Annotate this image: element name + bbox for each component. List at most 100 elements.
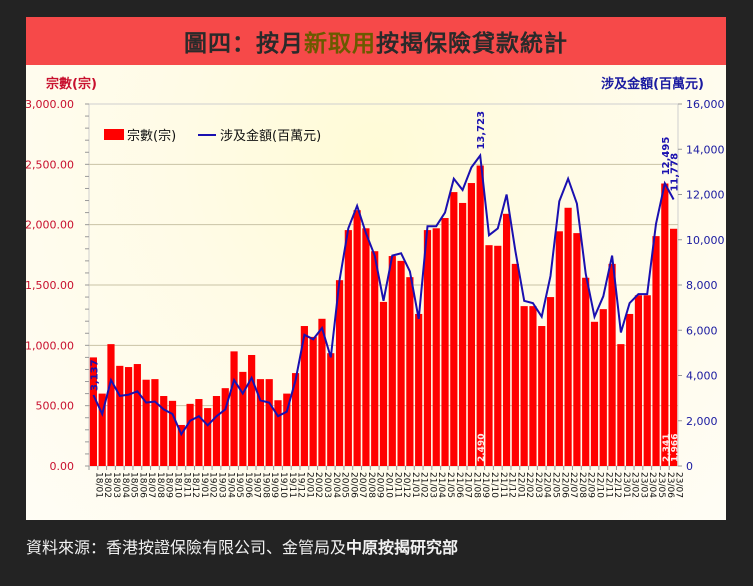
x-tick-label: 20/07 bbox=[357, 472, 367, 498]
right-tick-label: 10,000 bbox=[686, 234, 725, 247]
bar bbox=[626, 313, 634, 466]
x-tick-label: 22/09 bbox=[586, 472, 596, 498]
bar bbox=[168, 400, 177, 466]
bar bbox=[670, 228, 678, 466]
bar bbox=[538, 326, 546, 466]
x-tick-label: 20/06 bbox=[348, 472, 358, 498]
bar bbox=[371, 251, 379, 466]
left-axis-title: 宗數(宗) bbox=[46, 76, 97, 92]
bar bbox=[564, 207, 572, 467]
bar bbox=[133, 364, 141, 466]
bar bbox=[608, 263, 616, 466]
bar bbox=[116, 365, 124, 466]
bar bbox=[511, 263, 519, 466]
x-tick-label: 22/08 bbox=[577, 472, 587, 498]
bar bbox=[590, 321, 599, 466]
bar bbox=[212, 396, 221, 466]
bar bbox=[459, 202, 467, 467]
bar bbox=[415, 313, 423, 466]
bar bbox=[291, 373, 300, 466]
right-tick-label: 16,000 bbox=[686, 98, 725, 111]
bar bbox=[432, 228, 440, 466]
bar bbox=[309, 336, 317, 466]
x-tick-label: 22/04 bbox=[542, 472, 552, 498]
bar bbox=[160, 396, 168, 466]
x-tick-label: 21/04 bbox=[436, 472, 446, 498]
source-bold: 中原按揭研究部 bbox=[346, 538, 459, 557]
x-tick-label: 22/01 bbox=[515, 472, 525, 498]
title-highlight: 新取用 bbox=[304, 31, 376, 57]
right-tick-label: 12,000 bbox=[686, 189, 725, 202]
annotation-jul23-bar: 1,966 bbox=[671, 434, 681, 462]
bar bbox=[406, 277, 414, 466]
x-tick-label: 23/02 bbox=[630, 472, 640, 498]
x-tick-label: 22/05 bbox=[551, 472, 561, 498]
x-tick-label: 18/07 bbox=[146, 472, 156, 498]
x-tick-label: 20/10 bbox=[384, 472, 394, 498]
x-tick-label: 18/06 bbox=[137, 472, 147, 498]
x-tick-label: 20/02 bbox=[313, 472, 323, 498]
bar bbox=[274, 400, 282, 466]
annotation-peak-bar: 2,490 bbox=[477, 434, 487, 462]
x-tick-label: 22/03 bbox=[533, 472, 543, 498]
x-tick-label: 21/12 bbox=[507, 472, 517, 498]
left-tick-label: 1,500.00 bbox=[26, 279, 74, 292]
bar bbox=[643, 295, 651, 466]
bar bbox=[107, 344, 115, 466]
bar bbox=[450, 192, 458, 466]
x-tick-label: 23/05 bbox=[656, 472, 666, 498]
chart-title: 圖四：按月 新取用 按揭保險貸款統計 bbox=[26, 17, 726, 65]
bar bbox=[652, 236, 660, 466]
left-tick-label: 2,000.00 bbox=[26, 219, 74, 232]
left-tick-label: 3,000.00 bbox=[26, 98, 74, 111]
bar bbox=[529, 306, 537, 466]
x-tick-label: 20/03 bbox=[322, 472, 332, 498]
x-tick-label: 19/06 bbox=[243, 472, 253, 498]
bar bbox=[98, 393, 106, 466]
bar bbox=[142, 379, 150, 466]
x-tick-label: 22/12 bbox=[612, 472, 622, 498]
x-tick-label: 21/10 bbox=[489, 472, 499, 498]
left-tick-label: 2,500.00 bbox=[26, 158, 74, 171]
x-tick-label: 19/05 bbox=[234, 472, 244, 498]
x-tick-label: 18/08 bbox=[155, 472, 165, 498]
x-tick-label: 18/09 bbox=[164, 472, 174, 498]
bar bbox=[546, 297, 555, 466]
bar bbox=[397, 260, 405, 466]
bar bbox=[634, 295, 643, 466]
source-text: 資料來源：香港按證保險有限公司、金管局及 bbox=[26, 538, 347, 557]
bar bbox=[441, 218, 449, 466]
x-tick-label: 20/04 bbox=[331, 472, 341, 498]
bar bbox=[248, 354, 256, 466]
x-tick-label: 19/12 bbox=[296, 472, 306, 498]
x-tick-label: 18/01 bbox=[93, 472, 103, 498]
annotation-jul23-line: 11,778 bbox=[670, 153, 681, 192]
x-tick-label: 23/07 bbox=[674, 472, 684, 498]
x-tick-label: 20/08 bbox=[366, 472, 376, 498]
right-tick-label: 2,000 bbox=[686, 415, 718, 428]
x-tick-label: 21/08 bbox=[471, 472, 481, 498]
bar bbox=[353, 210, 361, 466]
x-tick-label: 21/03 bbox=[427, 472, 437, 498]
legend-bar-label: 宗數(宗) bbox=[127, 128, 176, 144]
x-tick-label: 18/03 bbox=[111, 472, 121, 498]
bar bbox=[283, 393, 291, 466]
x-tick-label: 19/08 bbox=[260, 472, 270, 498]
bar bbox=[335, 280, 344, 466]
left-tick-label: 1,000.00 bbox=[26, 339, 74, 352]
x-tick-label: 20/11 bbox=[392, 472, 402, 498]
x-tick-label: 18/11 bbox=[181, 472, 191, 498]
bar bbox=[661, 183, 669, 466]
x-tick-label: 22/07 bbox=[568, 472, 578, 498]
bar bbox=[318, 318, 326, 466]
bar bbox=[177, 424, 185, 466]
x-tick-label: 23/06 bbox=[665, 472, 675, 498]
x-tick-label: 20/09 bbox=[375, 472, 385, 498]
right-tick-label: 0 bbox=[686, 460, 693, 473]
bar bbox=[300, 326, 308, 466]
left-tick-label: 0.00 bbox=[50, 460, 75, 473]
x-tick-label: 23/04 bbox=[647, 472, 657, 498]
annotation-peak-line: 13,723 bbox=[476, 111, 487, 150]
left-tick-label: 500.00 bbox=[36, 400, 75, 413]
x-tick-label: 19/02 bbox=[208, 472, 218, 498]
